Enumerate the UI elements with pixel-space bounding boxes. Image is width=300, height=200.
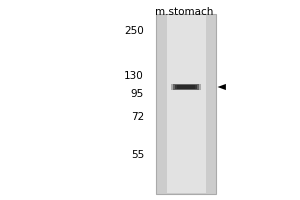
Text: 72: 72 [131,112,144,122]
Text: 250: 250 [124,26,144,36]
Text: 130: 130 [124,71,144,81]
Bar [167,15,206,193]
Bar [156,14,216,194]
Text: 55: 55 [131,150,144,160]
Text: 95: 95 [131,89,144,99]
Bar [175,85,197,89]
Text: m.stomach: m.stomach [155,7,214,17]
Bar [173,84,199,90]
Polygon shape [218,84,226,90]
Bar [177,85,195,89]
Bar [171,84,201,90]
